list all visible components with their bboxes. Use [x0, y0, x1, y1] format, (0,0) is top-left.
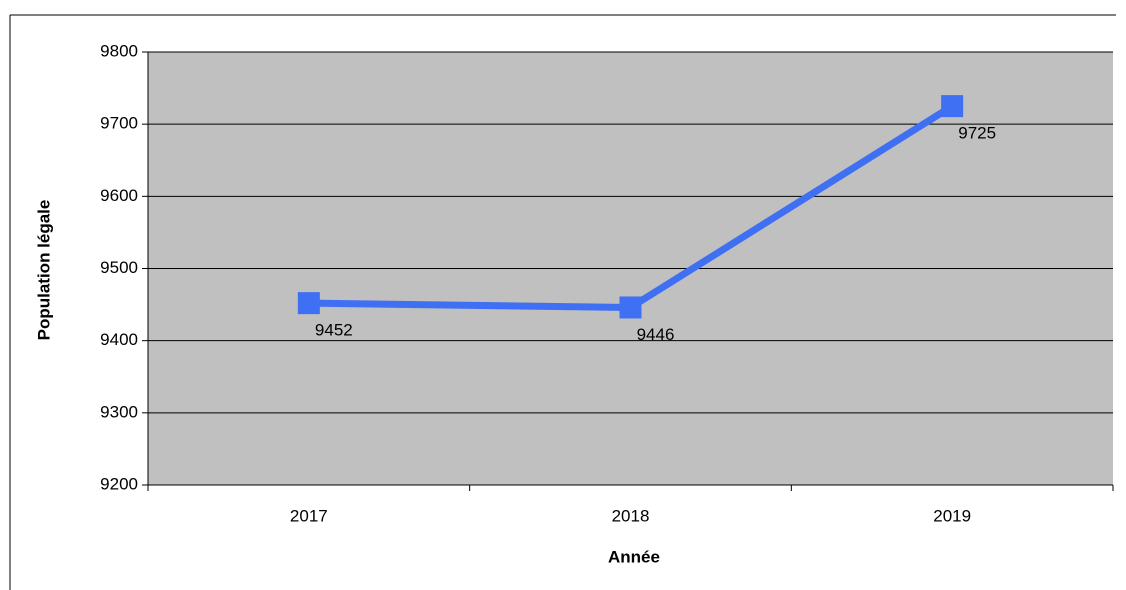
x-tick-label: 2017 — [290, 506, 328, 525]
x-tick-label: 2019 — [933, 506, 971, 525]
y-tick-label: 9400 — [100, 330, 138, 349]
marker — [941, 95, 964, 118]
y-tick-label: 9800 — [100, 41, 138, 60]
y-tick-label: 9700 — [100, 114, 138, 133]
y-tick-label: 9500 — [100, 258, 138, 277]
y-tick-label: 9200 — [100, 474, 138, 493]
y-tick-label: 9600 — [100, 186, 138, 205]
y-axis-title: Population légale — [34, 200, 53, 341]
x-tick-label: 2018 — [612, 506, 650, 525]
marker — [619, 296, 642, 319]
data-label: 9725 — [958, 124, 996, 143]
marker — [297, 292, 320, 315]
data-label: 9452 — [315, 321, 353, 340]
data-label: 9446 — [637, 325, 675, 344]
y-tick-label: 9300 — [100, 402, 138, 421]
x-axis-title: Année — [608, 547, 660, 566]
